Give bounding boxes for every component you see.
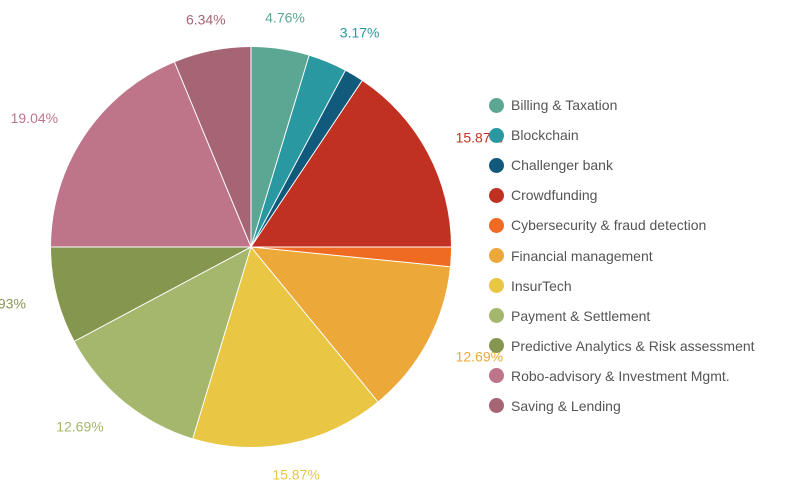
legend-item[interactable]: InsurTech — [489, 271, 755, 301]
legend-item[interactable]: Saving & Lending — [489, 391, 755, 421]
legend-item[interactable]: Payment & Settlement — [489, 301, 755, 331]
slice-value-label: 12.69% — [56, 418, 103, 434]
slice-value-label: 3.17% — [340, 25, 380, 41]
legend-swatch — [489, 338, 504, 354]
legend-item[interactable]: Billing & Taxation — [489, 90, 755, 120]
legend-label: InsurTech — [511, 277, 572, 294]
legend-swatch — [489, 278, 504, 294]
legend-label: Financial management — [511, 247, 653, 264]
slice-separator — [250, 70, 346, 248]
pie-slice[interactable] — [251, 47, 310, 247]
legend-swatch — [489, 127, 504, 143]
legend-label: Blockchain — [511, 127, 579, 144]
legend-label: Cybersecurity & fraud detection — [511, 217, 707, 234]
pie-slice[interactable] — [251, 55, 346, 247]
slice-separator — [250, 246, 451, 268]
legend-label: Predictive Analytics & Risk assessment — [511, 337, 755, 354]
legend-item[interactable]: Robo-advisory & Investment Mgmt. — [489, 361, 755, 391]
legend: Billing & Taxation Blockchain Challenger b… — [489, 90, 755, 421]
legend-swatch — [489, 217, 504, 233]
legend-item[interactable]: Predictive Analytics & Risk assessment — [489, 331, 755, 361]
pie-slice[interactable] — [251, 80, 452, 248]
legend-swatch — [489, 157, 504, 173]
slice-value-label: 6.34% — [186, 11, 226, 27]
slice-separator — [250, 55, 310, 248]
legend-label: Payment & Settlement — [511, 307, 651, 324]
legend-label: Robo-advisory & Investment Mgmt. — [511, 367, 730, 384]
slice-separator — [74, 246, 252, 342]
legend-swatch — [489, 97, 504, 113]
slice-value-label: 7.93% — [0, 295, 26, 311]
slice-separator — [250, 80, 363, 248]
legend-label: Billing & Taxation — [511, 97, 618, 114]
legend-item[interactable]: Cybersecurity & fraud detection — [489, 210, 755, 240]
slice-value-label: 19.04% — [11, 110, 58, 126]
slice-separator — [174, 61, 252, 248]
pie-slice[interactable] — [251, 247, 451, 402]
legend-swatch — [489, 248, 504, 264]
legend-item[interactable]: Challenger bank — [489, 150, 755, 180]
legend-item[interactable]: Crowdfunding — [489, 180, 755, 210]
slice-separator — [250, 246, 379, 402]
slice-value-label: 15.87% — [272, 467, 319, 483]
legend-swatch — [489, 398, 504, 414]
pie-slices — [50, 47, 452, 447]
legend-swatch — [489, 308, 504, 324]
pie-slice[interactable] — [251, 70, 363, 247]
pie-slice[interactable] — [51, 62, 251, 247]
slice-separator — [192, 246, 252, 439]
pie-slice[interactable] — [50, 246, 251, 342]
legend-swatch — [489, 368, 504, 384]
legend-label: Challenger bank — [511, 157, 613, 174]
legend-label: Saving & Lending — [511, 397, 621, 414]
slice-value-label: 12.69% — [456, 349, 503, 365]
legend-item[interactable]: Financial management — [489, 240, 755, 270]
legend-swatch — [489, 187, 504, 203]
pie-slice[interactable] — [174, 47, 251, 247]
pie-slice[interactable] — [192, 247, 378, 447]
legend-label: Crowdfunding — [511, 187, 598, 204]
legend-item[interactable]: Blockchain — [489, 120, 755, 150]
slice-value-label: 4.76% — [265, 10, 305, 26]
